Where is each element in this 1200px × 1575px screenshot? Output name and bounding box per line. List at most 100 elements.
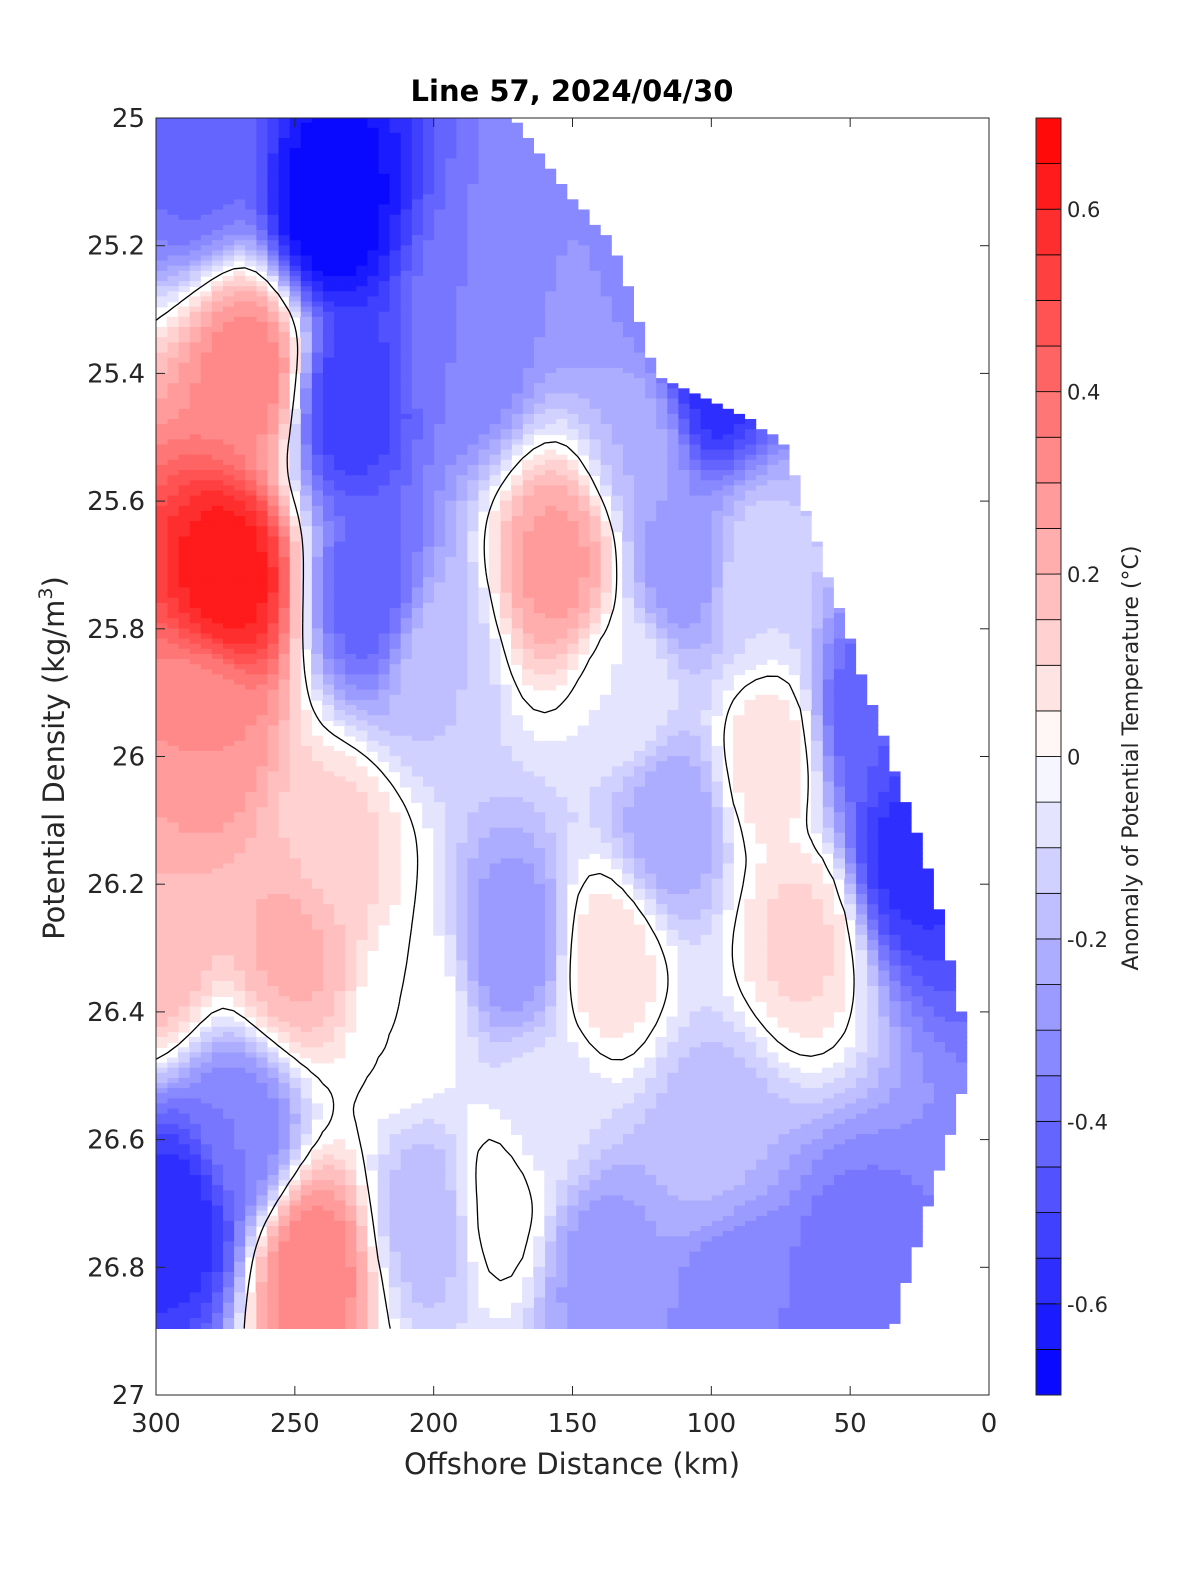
heat-cell xyxy=(588,582,601,589)
heat-cell xyxy=(555,260,568,267)
heat-cell xyxy=(344,138,357,144)
heat-cell xyxy=(377,178,390,185)
heat-cell xyxy=(277,275,290,282)
heat-cell xyxy=(555,521,568,527)
heat-cell xyxy=(222,393,235,400)
heat-cell xyxy=(388,240,401,247)
heat-cell xyxy=(399,618,412,625)
heat-cell xyxy=(677,444,690,451)
heat-cell xyxy=(488,153,501,160)
heat-cell xyxy=(411,311,423,318)
heat-cell xyxy=(622,362,634,369)
heat-cell xyxy=(244,291,257,298)
heat-cell xyxy=(266,419,279,425)
heat-cell xyxy=(277,408,290,415)
heat-cell xyxy=(810,597,823,604)
heat-cell xyxy=(422,224,435,231)
heat-cell xyxy=(522,480,534,487)
heat-cell xyxy=(166,480,179,487)
heat-cell xyxy=(577,444,590,451)
heat-cell xyxy=(222,316,235,323)
heat-cell xyxy=(588,230,601,236)
heat-cell xyxy=(388,536,401,543)
heat-cell xyxy=(277,643,290,650)
heat-cell xyxy=(644,618,657,625)
heat-cell xyxy=(588,526,601,533)
heat-cell xyxy=(444,510,457,517)
heat-cell xyxy=(322,367,335,374)
heat-cell xyxy=(777,572,790,579)
heat-cell xyxy=(277,633,290,640)
heat-cell xyxy=(488,408,501,415)
heat-cell xyxy=(355,419,368,425)
heat-cell xyxy=(699,464,712,471)
heat-cell xyxy=(411,224,423,231)
heat-cell xyxy=(577,321,590,328)
heat-cell xyxy=(499,602,512,609)
heat-cell xyxy=(522,393,534,400)
heat-cell xyxy=(388,449,401,456)
heat-cell xyxy=(677,449,690,456)
heat-cell xyxy=(788,536,801,543)
heat-cell xyxy=(710,618,723,625)
heat-cell xyxy=(633,628,646,635)
heat-cell xyxy=(688,470,701,476)
heat-cell xyxy=(355,454,368,461)
heat-cell xyxy=(233,510,246,517)
heat-cell xyxy=(710,562,723,568)
heat-cell xyxy=(455,618,468,625)
heat-cell xyxy=(233,255,246,262)
heat-cell xyxy=(522,224,534,231)
heat-cell xyxy=(422,623,435,630)
heat-cell xyxy=(233,168,246,175)
heat-cell xyxy=(666,408,679,415)
heat-cell xyxy=(810,608,823,614)
heat-cell xyxy=(222,291,235,298)
heat-cell xyxy=(466,556,479,563)
heat-cell xyxy=(277,286,290,293)
heat-cell xyxy=(166,327,179,333)
heat-cell xyxy=(633,470,646,476)
heat-cell xyxy=(200,393,212,400)
heat-cell xyxy=(177,495,190,502)
heat-cell xyxy=(322,464,335,471)
heat-cell xyxy=(522,510,534,517)
heat-cell xyxy=(633,393,646,400)
heat-cell xyxy=(266,592,279,599)
heat-cell xyxy=(611,321,623,328)
heat-cell xyxy=(444,546,457,553)
heat-cell xyxy=(233,618,246,625)
heat-cell xyxy=(588,301,601,308)
heat-cell xyxy=(710,567,723,573)
heat-cell xyxy=(188,592,201,599)
heat-cell xyxy=(544,337,557,344)
heat-cell xyxy=(355,505,368,512)
heat-cell xyxy=(244,567,257,573)
heat-cell xyxy=(156,158,168,165)
heat-cell xyxy=(233,597,246,604)
heat-cell xyxy=(444,245,457,252)
heat-cell xyxy=(544,643,557,650)
heat-cell xyxy=(511,138,523,144)
heat-cell xyxy=(200,643,212,650)
heat-cell xyxy=(533,168,546,175)
heat-cell xyxy=(722,516,734,522)
heat-cell xyxy=(222,449,235,456)
heat-cell xyxy=(333,434,346,441)
heat-cell xyxy=(311,531,323,538)
heat-cell xyxy=(611,255,623,262)
heat-cell xyxy=(166,505,179,512)
heat-cell xyxy=(477,219,490,226)
heat-cell xyxy=(266,393,279,400)
heat-cell xyxy=(455,388,468,395)
heat-cell xyxy=(300,173,312,180)
heat-cell xyxy=(710,592,723,599)
heat-cell xyxy=(233,577,246,584)
heat-cell xyxy=(566,260,579,267)
heat-cell xyxy=(466,623,479,630)
heat-cell xyxy=(511,332,523,338)
heat-cell xyxy=(344,158,357,165)
heat-cell xyxy=(233,204,246,211)
heat-cell xyxy=(810,582,823,589)
heat-cell xyxy=(333,531,346,538)
